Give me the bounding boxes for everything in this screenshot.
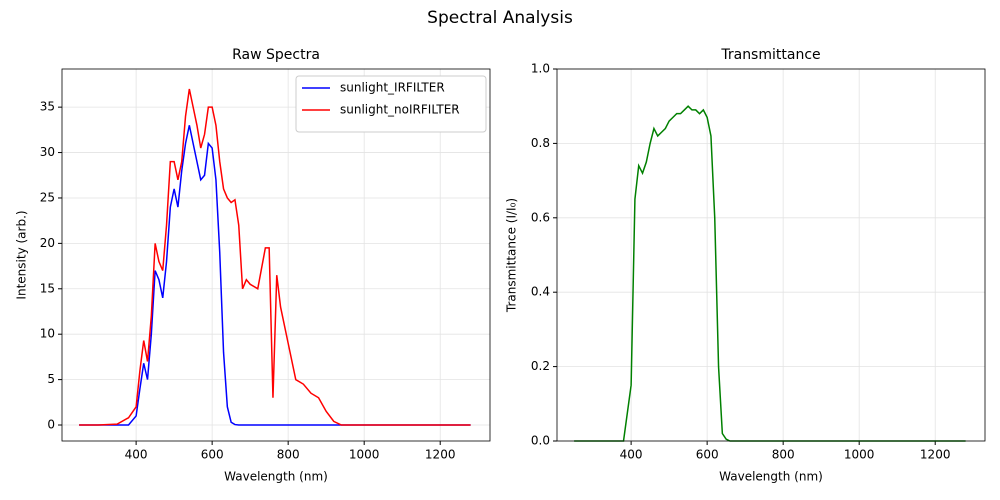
series-line	[574, 105, 966, 442]
x-tick-label: 1000	[349, 448, 380, 462]
axes-title: Transmittance	[720, 47, 820, 63]
y-tick-label: 30	[40, 145, 55, 159]
y-tick-label: 25	[40, 190, 55, 204]
series-line	[79, 88, 471, 426]
series-line	[79, 125, 471, 426]
y-axis-label: Transmittance (I/I₀)	[505, 198, 519, 313]
x-tick-label: 1200	[920, 448, 951, 462]
figure-title: Spectral Analysis	[427, 8, 573, 28]
y-tick-label: 1.0	[531, 62, 550, 76]
x-tick-label: 600	[696, 448, 719, 462]
y-tick-label: 0	[47, 418, 55, 432]
y-tick-label: 0.4	[531, 285, 550, 299]
legend-label: sunlight_IRFILTER	[340, 81, 445, 95]
x-tick-label: 600	[201, 448, 224, 462]
axes-frame	[556, 68, 986, 442]
y-tick-label: 15	[40, 281, 55, 295]
x-tick-label: 1000	[844, 448, 875, 462]
legend-box	[295, 75, 487, 133]
y-tick-label: 5	[47, 372, 55, 386]
y-tick-label: 0.0	[531, 434, 550, 448]
x-tick-label: 400	[620, 448, 643, 462]
x-tick-label: 1200	[425, 448, 456, 462]
y-tick-label: 0.2	[531, 359, 550, 373]
x-tick-label: 400	[125, 448, 148, 462]
y-axis-label: Intensity (arb.)	[15, 210, 29, 299]
x-tick-label: 800	[277, 448, 300, 462]
x-axis-label: Wavelength (nm)	[224, 470, 328, 484]
y-tick-label: 0.6	[531, 210, 550, 224]
y-tick-label: 0.8	[531, 136, 550, 150]
y-tick-label: 10	[40, 327, 55, 341]
axes-title: Raw Spectra	[232, 47, 320, 63]
x-axis-label: Wavelength (nm)	[719, 470, 823, 484]
legend-label: sunlight_noIRFILTER	[340, 103, 460, 117]
axes-frame	[61, 68, 491, 442]
x-tick-label: 800	[772, 448, 795, 462]
y-tick-label: 35	[40, 100, 55, 114]
y-tick-label: 20	[40, 236, 55, 250]
